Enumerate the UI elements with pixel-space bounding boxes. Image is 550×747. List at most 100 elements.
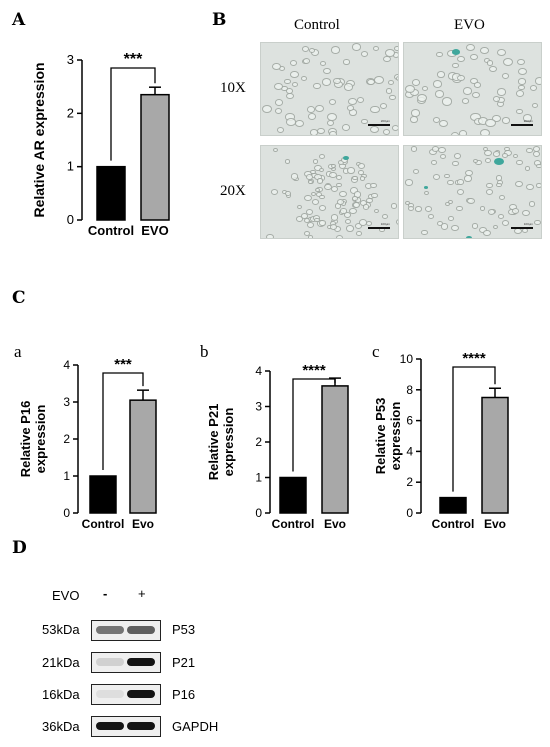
y-tick-label: 3 (67, 52, 74, 67)
cell (515, 181, 523, 188)
cell (312, 199, 320, 206)
cell (462, 98, 470, 104)
cell (333, 78, 341, 85)
cell (457, 179, 464, 185)
cell (451, 225, 459, 232)
cell (526, 183, 534, 191)
cell (301, 45, 309, 52)
wb-size-label: 36kDa (42, 719, 80, 734)
y-tick-label: 4 (63, 358, 70, 372)
x-tick-label: Evo (324, 517, 346, 531)
cell (326, 113, 337, 122)
cell (356, 97, 365, 104)
scale-bar (511, 124, 533, 126)
cell (412, 79, 421, 86)
cell (335, 234, 344, 238)
scale-bar-label: 200μm (380, 119, 390, 123)
scale-bar-label: 100μm (523, 222, 533, 226)
cell (416, 94, 427, 103)
y-axis-label: expression (221, 408, 236, 477)
cell (358, 219, 367, 226)
scale-bar (511, 227, 533, 229)
y-tick-label: 1 (255, 471, 262, 485)
cell (270, 188, 279, 195)
cell (528, 201, 535, 207)
wb-lane-minus: - (103, 586, 108, 601)
cell (498, 214, 505, 220)
cell (522, 113, 533, 122)
cell (274, 108, 283, 114)
cell (317, 127, 325, 134)
wb-protein-label: GAPDH (172, 719, 219, 734)
cell (489, 65, 498, 73)
cell (291, 82, 298, 88)
cell (284, 79, 291, 85)
cell (405, 179, 413, 186)
micrograph-evo-10x: 200μm (403, 42, 542, 136)
y-tick-label: 2 (255, 435, 262, 449)
bar-control (89, 475, 117, 514)
subpanel-label-b: b (200, 342, 209, 361)
cell (440, 223, 449, 230)
cell (370, 125, 379, 133)
cell (307, 113, 316, 120)
cell (308, 48, 315, 54)
y-tick-label: 3 (255, 400, 262, 414)
y-tick-label: 1 (67, 159, 74, 174)
bar-control (439, 496, 467, 514)
significance-bracket (102, 372, 144, 470)
cell (273, 147, 279, 152)
cell (302, 57, 310, 64)
significance-bracket (292, 378, 336, 472)
cell (370, 183, 377, 189)
cell (515, 159, 523, 166)
cell (344, 218, 351, 225)
microscopy-column-evo: EVO (454, 17, 485, 33)
bar-evo (321, 385, 349, 514)
cell (349, 207, 358, 214)
cell (323, 68, 331, 75)
wb-blot-p21 (91, 652, 161, 673)
wb-band (127, 690, 155, 698)
cell (285, 87, 294, 94)
cell (290, 70, 299, 78)
cell (346, 167, 355, 174)
cell (357, 163, 366, 170)
cell (516, 58, 525, 66)
wb-band (96, 722, 124, 730)
cell (536, 183, 541, 188)
sa-beta-gal-stain (494, 158, 504, 165)
cell (307, 235, 314, 238)
cell (319, 167, 325, 172)
cell (312, 158, 319, 164)
y-tick-label: 1 (63, 469, 70, 483)
cell (361, 119, 368, 125)
cell (485, 118, 496, 128)
cell (432, 116, 441, 123)
y-tick-label: 6 (406, 414, 413, 428)
cell (346, 225, 355, 232)
micrograph-evo-20x: 100μm (403, 145, 542, 239)
cell (385, 88, 392, 94)
cell (339, 190, 347, 197)
cell (456, 74, 466, 82)
cell (479, 128, 490, 135)
cell (421, 229, 429, 236)
cell (328, 171, 337, 178)
cell (343, 59, 350, 65)
cell (502, 117, 510, 124)
wb-blot-p53 (91, 620, 161, 641)
cell (458, 129, 468, 135)
bar-evo (481, 396, 509, 514)
cell (286, 118, 296, 126)
y-axis-label: expression (388, 402, 403, 471)
cell (310, 169, 316, 175)
cell (373, 75, 384, 84)
scale-bar-label: 200μm (523, 119, 533, 123)
cell (307, 179, 314, 185)
bar-control (96, 165, 126, 221)
cell (319, 153, 326, 159)
y-tick-label: 0 (255, 506, 262, 520)
cell (315, 104, 324, 113)
wb-protein-label: P16 (172, 687, 196, 702)
